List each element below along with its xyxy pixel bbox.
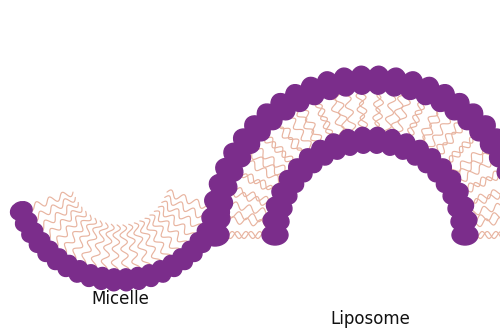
Ellipse shape [204, 190, 233, 213]
Ellipse shape [416, 77, 439, 105]
Ellipse shape [117, 269, 135, 291]
Ellipse shape [431, 85, 454, 112]
Ellipse shape [58, 256, 77, 277]
Ellipse shape [16, 213, 37, 231]
Ellipse shape [497, 158, 500, 181]
Ellipse shape [428, 159, 452, 182]
Ellipse shape [271, 94, 295, 120]
Ellipse shape [234, 129, 260, 153]
Ellipse shape [263, 211, 289, 231]
Text: Liposome: Liposome [330, 310, 410, 328]
Ellipse shape [288, 159, 312, 182]
Ellipse shape [92, 268, 111, 289]
Ellipse shape [334, 68, 356, 96]
Ellipse shape [368, 66, 390, 94]
Ellipse shape [490, 143, 500, 167]
Ellipse shape [203, 213, 224, 231]
Ellipse shape [286, 85, 309, 112]
Ellipse shape [141, 265, 160, 287]
Ellipse shape [325, 134, 345, 159]
Ellipse shape [69, 261, 88, 282]
Ellipse shape [210, 174, 237, 197]
Ellipse shape [266, 197, 292, 217]
Ellipse shape [353, 127, 373, 153]
Ellipse shape [301, 77, 324, 105]
Ellipse shape [381, 130, 402, 155]
Ellipse shape [30, 232, 50, 253]
Ellipse shape [38, 241, 58, 262]
Ellipse shape [105, 269, 123, 291]
Ellipse shape [202, 207, 230, 229]
Ellipse shape [173, 249, 193, 270]
Ellipse shape [224, 143, 250, 167]
Ellipse shape [338, 130, 359, 155]
Ellipse shape [201, 224, 229, 246]
Ellipse shape [245, 116, 270, 141]
Ellipse shape [451, 211, 477, 231]
Ellipse shape [312, 140, 334, 165]
Ellipse shape [448, 197, 473, 217]
Ellipse shape [406, 140, 428, 165]
Ellipse shape [367, 127, 387, 153]
Ellipse shape [452, 225, 478, 245]
Ellipse shape [318, 72, 340, 100]
Ellipse shape [163, 256, 182, 277]
Ellipse shape [80, 265, 99, 287]
Ellipse shape [436, 170, 460, 192]
Ellipse shape [129, 268, 148, 289]
Ellipse shape [418, 149, 440, 173]
Ellipse shape [443, 183, 468, 204]
Ellipse shape [470, 116, 495, 141]
Ellipse shape [48, 249, 67, 270]
Ellipse shape [480, 129, 500, 153]
Ellipse shape [258, 104, 282, 130]
Ellipse shape [216, 158, 243, 181]
Ellipse shape [394, 134, 415, 159]
Ellipse shape [400, 72, 422, 100]
Ellipse shape [280, 170, 303, 192]
Ellipse shape [10, 202, 32, 220]
Ellipse shape [22, 223, 42, 242]
Ellipse shape [445, 94, 469, 120]
Ellipse shape [198, 223, 218, 242]
Ellipse shape [190, 232, 210, 253]
Ellipse shape [208, 202, 230, 220]
Ellipse shape [262, 225, 288, 245]
Text: Micelle: Micelle [91, 290, 149, 308]
Ellipse shape [182, 241, 202, 262]
Ellipse shape [152, 261, 171, 282]
Ellipse shape [384, 68, 406, 96]
Ellipse shape [458, 104, 482, 130]
Ellipse shape [350, 66, 372, 94]
Ellipse shape [300, 149, 322, 173]
Ellipse shape [272, 183, 297, 204]
